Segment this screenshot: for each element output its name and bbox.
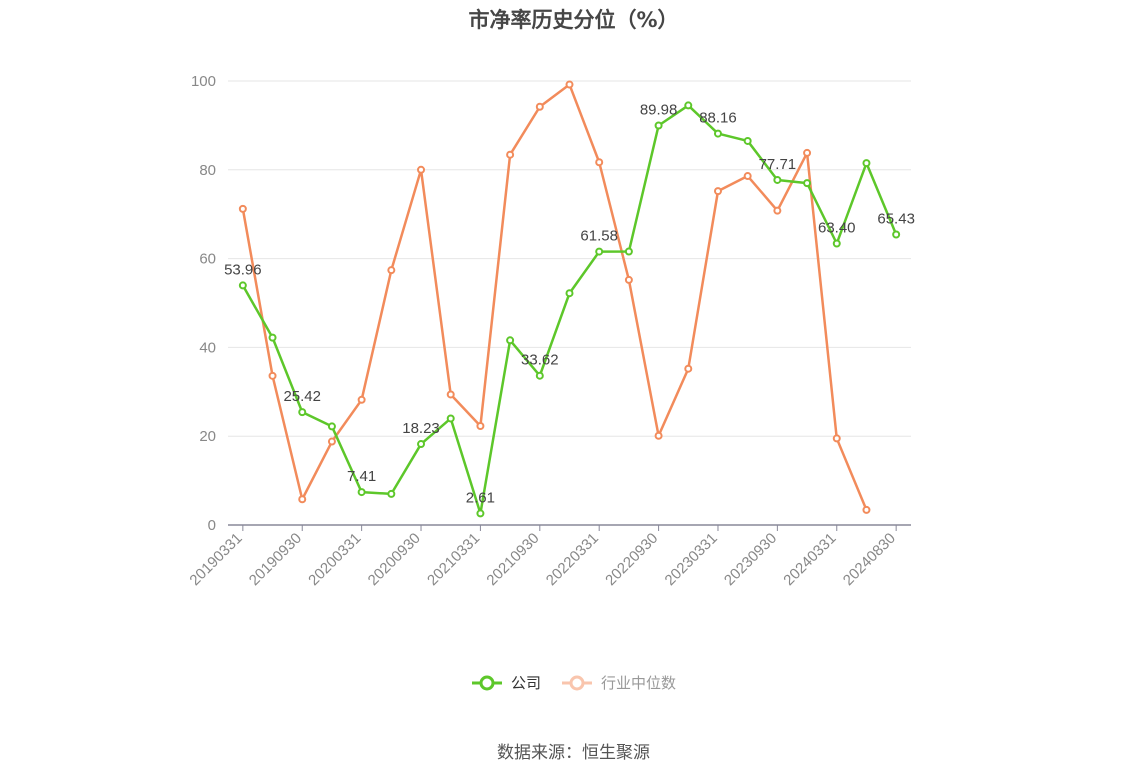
axes: 0 20 40 60 80 100 20190331 20190930 20200331 2020… bbox=[186, 73, 911, 589]
data-point bbox=[743, 136, 752, 145]
chart-title: 市净率历史分位（%） bbox=[468, 8, 679, 32]
y-tick-label: 40 bbox=[199, 339, 216, 356]
data-label: 33.62 bbox=[521, 352, 559, 369]
data-label: 89.98 bbox=[640, 101, 678, 118]
data-point bbox=[624, 275, 633, 284]
data-point bbox=[832, 434, 841, 443]
data-label: 53.96 bbox=[224, 261, 262, 278]
legend-line-icon bbox=[471, 675, 502, 690]
data-point bbox=[654, 431, 663, 440]
data-source: 数据来源：恒生聚源 bbox=[497, 743, 650, 763]
y-tick-label: 20 bbox=[199, 428, 216, 445]
data-point bbox=[476, 421, 485, 430]
series-line-industry bbox=[241, 83, 868, 511]
data-point bbox=[803, 148, 812, 157]
legend-item-company[interactable]: 公司 bbox=[471, 672, 541, 693]
data-point bbox=[238, 204, 247, 213]
x-tick-label: 20190331 bbox=[186, 530, 245, 589]
legend-line-icon bbox=[562, 675, 592, 690]
data-point bbox=[892, 230, 901, 239]
y-tick-label: 0 bbox=[208, 517, 216, 534]
x-tick-label: 20200331 bbox=[305, 530, 364, 589]
series-line-company bbox=[241, 104, 898, 515]
data-point bbox=[595, 158, 604, 167]
data-point bbox=[446, 414, 455, 423]
data-point bbox=[506, 150, 515, 159]
data-point bbox=[595, 247, 604, 256]
data-point bbox=[565, 80, 574, 89]
data-point bbox=[624, 247, 633, 256]
y-tick-label: 100 bbox=[191, 73, 216, 90]
x-tick-label: 20240830 bbox=[840, 530, 899, 589]
x-tick-label: 20220930 bbox=[602, 530, 661, 589]
data-point bbox=[535, 102, 544, 111]
data-point bbox=[506, 336, 515, 345]
x-tick-label: 20210930 bbox=[483, 530, 542, 589]
data-label: 77.71 bbox=[759, 156, 797, 173]
data-point bbox=[238, 281, 247, 290]
data-point bbox=[298, 408, 307, 417]
x-tick-label: 20230930 bbox=[721, 530, 780, 589]
data-label: 7.41 bbox=[347, 468, 376, 485]
data-label: 25.42 bbox=[283, 388, 321, 405]
data-point bbox=[535, 371, 544, 380]
data-label: 63.40 bbox=[818, 220, 856, 237]
data-point bbox=[327, 437, 336, 446]
y-tick-label: 60 bbox=[199, 251, 216, 268]
data-point bbox=[684, 101, 693, 110]
data-point bbox=[773, 175, 782, 184]
x-tick-label: 20210331 bbox=[424, 530, 483, 589]
data-point bbox=[862, 159, 871, 168]
legend: 公司 行业中位数 bbox=[0, 672, 1147, 693]
legend-item-industry[interactable]: 行业中位数 bbox=[561, 672, 676, 693]
data-point bbox=[357, 395, 366, 404]
data-point bbox=[803, 179, 812, 188]
legend-label-company: 公司 bbox=[510, 674, 541, 692]
data-point bbox=[268, 371, 277, 380]
data-label: 2.61 bbox=[466, 489, 495, 506]
data-point bbox=[268, 333, 277, 342]
x-tick-label: 20240331 bbox=[780, 530, 839, 589]
data-label: 18.23 bbox=[402, 420, 440, 437]
data-point bbox=[743, 172, 752, 181]
data-point bbox=[446, 390, 455, 399]
x-tick-label: 20220331 bbox=[543, 530, 602, 589]
data-label: 88.16 bbox=[699, 110, 737, 127]
data-point bbox=[773, 206, 782, 215]
series-lines bbox=[238, 80, 901, 518]
data-point bbox=[298, 495, 307, 504]
y-tick-label: 80 bbox=[199, 162, 216, 179]
data-point bbox=[327, 422, 336, 431]
data-point bbox=[476, 509, 485, 518]
data-point bbox=[417, 165, 426, 174]
data-point bbox=[565, 289, 574, 298]
data-point bbox=[713, 129, 722, 138]
x-tick-label: 20230331 bbox=[662, 530, 721, 589]
x-tick-label: 20190930 bbox=[246, 530, 305, 589]
data-point bbox=[862, 505, 871, 514]
data-point bbox=[387, 489, 396, 498]
data-label: 65.43 bbox=[877, 210, 915, 227]
data-point bbox=[832, 239, 841, 248]
data-point bbox=[684, 364, 693, 373]
data-point bbox=[387, 266, 396, 275]
x-tick-label: 20200930 bbox=[365, 530, 424, 589]
legend-label-industry: 行业中位数 bbox=[601, 674, 677, 692]
data-labels: 53.96 25.42 7.41 18.23 2.61 33.62 61.58 89.98 88… bbox=[224, 101, 915, 506]
data-point bbox=[417, 440, 426, 449]
data-point bbox=[713, 187, 722, 196]
data-label: 61.58 bbox=[580, 228, 618, 245]
data-point bbox=[357, 488, 366, 497]
data-point bbox=[654, 121, 663, 130]
grid-lines bbox=[228, 80, 911, 437]
